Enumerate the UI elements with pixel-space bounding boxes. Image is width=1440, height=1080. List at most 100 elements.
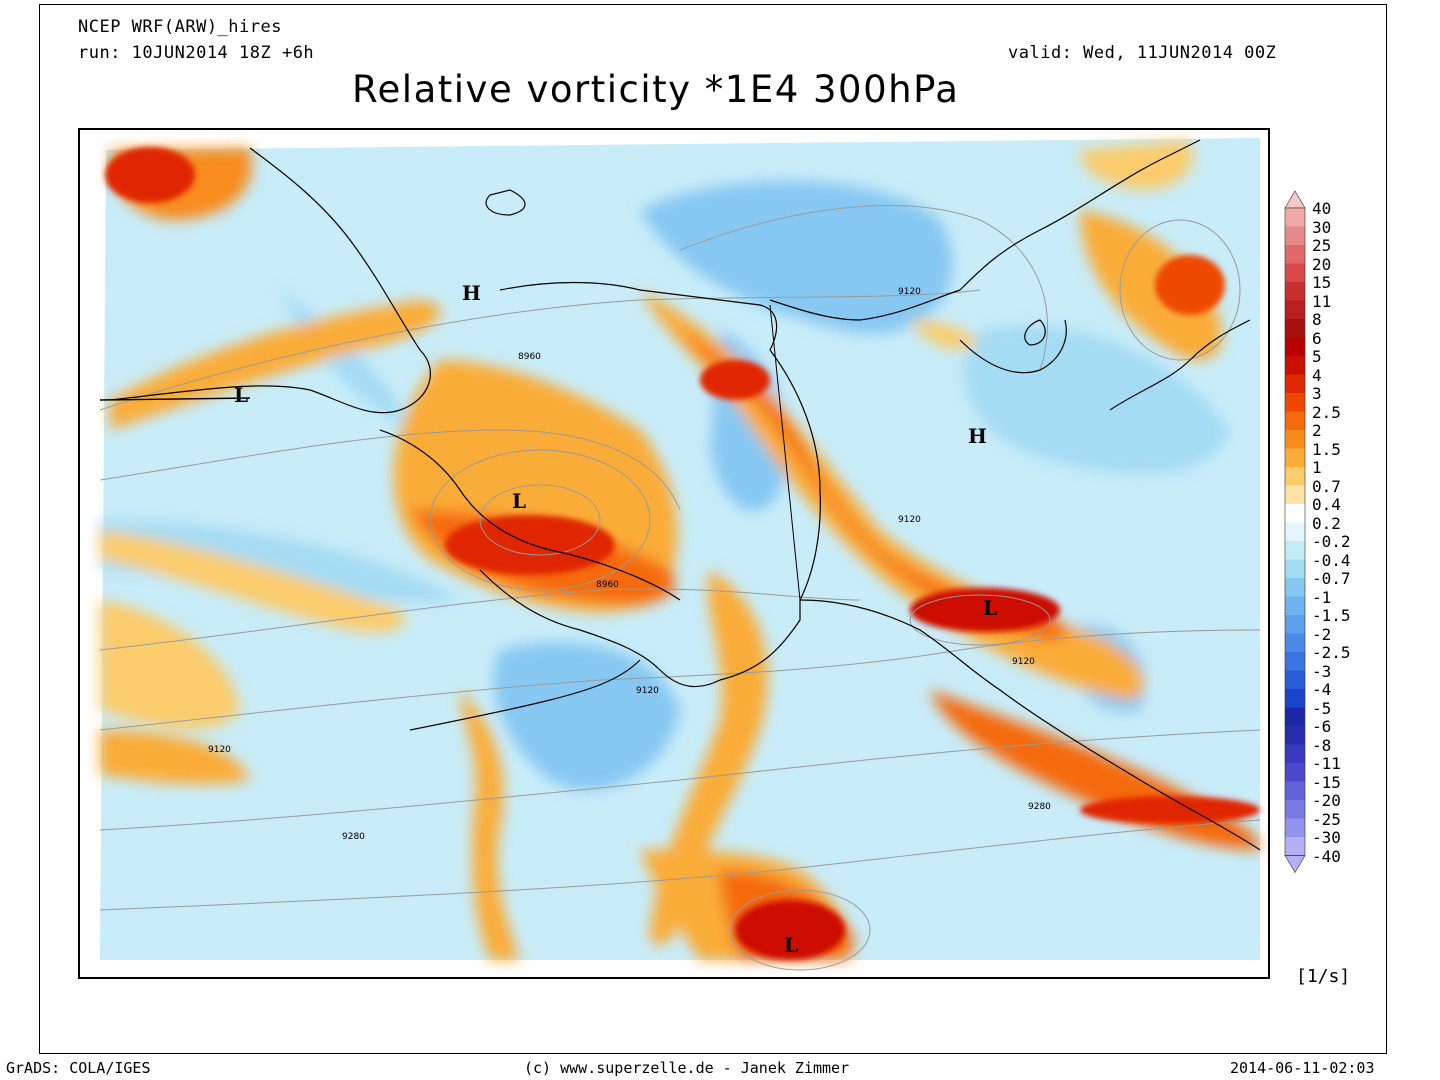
low-pressure-label-alaska: L [512, 489, 526, 513]
colorbar-cell [1285, 781, 1305, 800]
colorbar-label: 8 [1312, 310, 1322, 329]
colorbar-cell [1285, 522, 1305, 541]
colorbar-label: 25 [1312, 236, 1332, 255]
colorbar-cell [1285, 596, 1305, 615]
high-pressure-label-north-bering: H [462, 281, 481, 305]
colorbar-label: -1.5 [1312, 606, 1351, 625]
colorbar-label: 5 [1312, 347, 1322, 366]
low-pressure-label-gulf-coast: L [983, 596, 997, 620]
contour-label: 8960 [596, 580, 619, 590]
colorbar-cell [1285, 319, 1305, 338]
map-canvas: H L L H L L 9120 8960 8960 9120 9120 912… [99, 138, 1261, 971]
run-time: run: 10JUN2014 18Z +6h [78, 43, 315, 63]
colorbar-cell [1285, 633, 1305, 652]
colorbar-label: -11 [1312, 754, 1341, 773]
colorbar-label: -3 [1312, 661, 1332, 681]
colorbar-cell [1285, 448, 1305, 467]
footer-credit: (c) www.superzelle.de - Janek Zimmer [524, 1059, 850, 1077]
colorbar-label: -1 [1312, 587, 1332, 607]
colorbar-cell [1285, 707, 1305, 726]
colorbar-cell [1285, 837, 1305, 856]
vorticity-map: H L L H L L 9120 8960 8960 9120 9120 912… [78, 128, 1270, 979]
colorbar-cell [1285, 282, 1305, 301]
colorbar-cell [1285, 374, 1305, 393]
colorbar-cap-top [1284, 190, 1306, 209]
contour-label: 8960 [518, 352, 541, 362]
colorbar-label: 30 [1312, 217, 1332, 237]
colorbar-cell [1285, 818, 1305, 837]
colorbar-label: 2 [1312, 421, 1322, 440]
colorbar-cell [1285, 300, 1305, 319]
vorticity-maxima [105, 147, 1260, 960]
colorbar-label: 0.4 [1312, 495, 1341, 514]
footer-timestamp: 2014-06-11-02:03 [1230, 1059, 1375, 1077]
colorbar-label: 20 [1312, 254, 1332, 274]
colorbar-label: -5 [1312, 698, 1332, 718]
colorbar-label: 2.5 [1312, 402, 1341, 422]
colorbar-cell [1285, 485, 1305, 504]
colorbar-cell [1285, 226, 1305, 245]
colorbar-cell [1285, 670, 1305, 689]
colorbar-cell [1285, 263, 1305, 282]
contour-label: 9120 [1012, 657, 1035, 667]
contour-label: 9120 [898, 287, 921, 297]
colorbar-label: -0.7 [1312, 569, 1351, 588]
low-pressure-label-pacific: L [784, 933, 798, 957]
colorbar-label: -20 [1312, 791, 1341, 810]
colorbar-label: -40 [1312, 846, 1341, 866]
low-pressure-label-siberia: L [234, 383, 248, 407]
colorbar-label: -4 [1312, 680, 1332, 699]
colorbar-cell [1285, 615, 1305, 634]
colorbar-label: 3 [1312, 384, 1322, 403]
colorbar-label: -30 [1312, 828, 1341, 847]
colorbar-label: 1 [1312, 458, 1322, 477]
contour-label: 9120 [898, 515, 921, 525]
colorbar-cell [1285, 744, 1305, 763]
colorbar-label: 15 [1312, 273, 1332, 292]
valid-time: valid: Wed, 11JUN2014 00Z [1008, 43, 1277, 63]
colorbar-cell [1285, 356, 1305, 375]
colorbar-label: -15 [1312, 772, 1341, 792]
height-contours [99, 205, 1261, 971]
colorbar-label: -0.2 [1312, 532, 1351, 551]
model-name: NCEP WRF(ARW)_hires [78, 17, 282, 37]
high-pressure-label-canada: H [968, 424, 987, 448]
colorbar-cell [1285, 430, 1305, 449]
plot-frame [39, 4, 1387, 1054]
colorbar-label: -6 [1312, 717, 1332, 736]
colorbar-label: 11 [1312, 291, 1332, 311]
colorbar-cell [1285, 652, 1305, 671]
colorbar-label: -25 [1312, 809, 1341, 829]
colorbar-label: -2.5 [1312, 643, 1351, 662]
colorbar-label: 0.2 [1312, 513, 1341, 533]
colorbar-cell [1285, 800, 1305, 819]
colorbar-cell [1285, 208, 1305, 227]
colorbar-label: -8 [1312, 735, 1332, 755]
colorbar-label: 40 [1312, 199, 1332, 218]
colorbar-cell [1285, 337, 1305, 356]
colorbar-cell [1285, 689, 1305, 708]
map-title: Relative vorticity *1E4 300hPa [352, 68, 960, 111]
colorbar-cell [1285, 504, 1305, 523]
colorbar-label: 1.5 [1312, 439, 1341, 459]
colorbar-label: 0.7 [1312, 476, 1341, 496]
colorbar-cell [1285, 578, 1305, 597]
colorbar-cell [1285, 393, 1305, 412]
colorbar-cell [1285, 411, 1305, 430]
colorbar-cell [1285, 467, 1305, 486]
colorbar-cell [1285, 245, 1305, 264]
colorbar-label: 6 [1312, 328, 1322, 348]
footer-left: GrADS: COLA/IGES [6, 1059, 151, 1077]
colorbar-label: 4 [1312, 365, 1322, 385]
colorbar-units: [1/s] [1296, 966, 1351, 987]
coastlines [99, 139, 1261, 851]
contour-label: 9280 [1028, 802, 1051, 812]
contour-label: 9120 [208, 745, 231, 755]
contour-label: 9280 [342, 832, 365, 842]
colorbar-label: -2 [1312, 624, 1332, 644]
contour-label: 9120 [636, 686, 659, 696]
colorbar-cell [1285, 541, 1305, 560]
colorbar-label: -0.4 [1312, 550, 1351, 570]
colorbar-cell [1285, 763, 1305, 782]
colorbar [1284, 190, 1306, 874]
